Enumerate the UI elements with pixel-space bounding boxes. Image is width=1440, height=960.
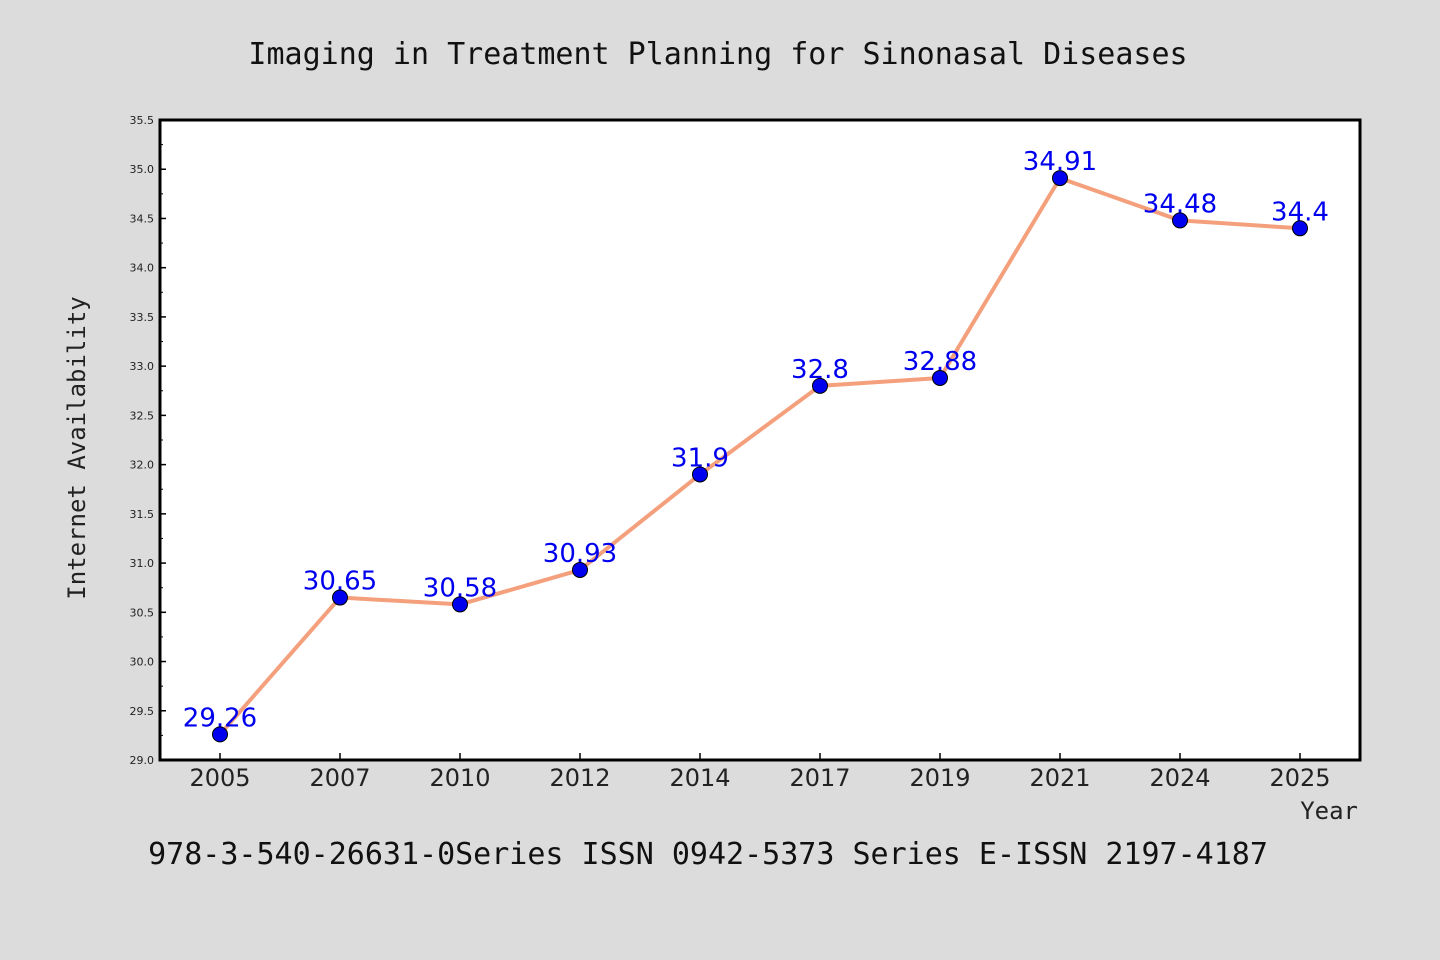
data-label: 34.91 bbox=[1023, 147, 1097, 177]
y-axis: 29.0 29.5 30.0 30.5 31.0 31.5 32.0 32.5 33.0 33.5… bbox=[130, 114, 166, 767]
data-label: 30.58 bbox=[423, 573, 497, 603]
data-label: 34.48 bbox=[1143, 189, 1217, 219]
data-label: 32.88 bbox=[903, 347, 977, 377]
plot-frame bbox=[158, 118, 1362, 762]
y-tick-label: 31.0 bbox=[130, 557, 155, 570]
y-tick-label: 32.0 bbox=[130, 459, 155, 472]
data-point bbox=[1292, 220, 1308, 237]
y-tick-label: 33.0 bbox=[130, 360, 155, 373]
x-tick-label: 2019 bbox=[909, 764, 970, 792]
x-tick-label: 2017 bbox=[789, 764, 850, 792]
y-tick-label: 32.5 bbox=[130, 409, 155, 422]
y-tick-label: 33.5 bbox=[130, 311, 155, 324]
y-axis-title: Internet Availability bbox=[63, 296, 91, 599]
x-tick-label: 2012 bbox=[549, 764, 610, 792]
data-point bbox=[452, 596, 468, 613]
y-tick-label: 30.5 bbox=[130, 606, 155, 619]
y-tick-label: 34.5 bbox=[130, 212, 155, 225]
x-tick-label: 2010 bbox=[429, 764, 490, 792]
series-line bbox=[218, 176, 1301, 736]
data-point bbox=[812, 377, 828, 394]
x-tick-label: 2014 bbox=[669, 764, 730, 792]
plot-area bbox=[160, 120, 1360, 760]
y-tick-label: 31.5 bbox=[130, 508, 155, 521]
y-tick-label: 35.0 bbox=[130, 163, 155, 176]
x-axis-title: Year bbox=[1300, 797, 1358, 825]
data-label: 30.65 bbox=[303, 567, 377, 597]
footer-text: 978-3-540-26631-0Series ISSN 0942-5373 S… bbox=[148, 837, 1268, 872]
data-markers bbox=[212, 170, 1308, 743]
data-label: 34.4 bbox=[1271, 197, 1329, 227]
y-tick-label: 35.5 bbox=[130, 114, 155, 127]
x-tick-label: 2005 bbox=[189, 764, 250, 792]
data-point bbox=[332, 589, 348, 606]
data-label: 31.9 bbox=[671, 443, 729, 473]
data-label: 29.26 bbox=[183, 703, 257, 733]
data-labels: 29.26 30.65 30.58 30.93 31.9 32.8 32.88 34.91 34… bbox=[183, 147, 1329, 733]
y-tick-label: 30.0 bbox=[130, 656, 155, 669]
data-point bbox=[1172, 212, 1188, 229]
data-point bbox=[932, 369, 948, 386]
data-point bbox=[692, 466, 708, 483]
y-tick-label: 29.0 bbox=[130, 754, 155, 767]
x-tick-label: 2025 bbox=[1269, 764, 1330, 792]
x-tick-label: 2021 bbox=[1029, 764, 1090, 792]
x-tick-label: 2024 bbox=[1149, 764, 1210, 792]
data-point bbox=[212, 726, 228, 743]
y-tick-label: 29.5 bbox=[130, 705, 155, 718]
x-tick-label: 2007 bbox=[309, 764, 370, 792]
x-axis: 2005 2007 2010 2012 2014 2017 2019 2021 2024 2025 bbox=[189, 753, 1331, 792]
chart-title: Imaging in Treatment Planning for Sinona… bbox=[248, 37, 1187, 72]
data-point bbox=[1052, 170, 1068, 187]
data-point bbox=[572, 561, 588, 578]
data-label: 32.8 bbox=[791, 355, 849, 385]
data-label: 30.93 bbox=[543, 539, 617, 569]
y-tick-label: 34.0 bbox=[130, 262, 155, 275]
